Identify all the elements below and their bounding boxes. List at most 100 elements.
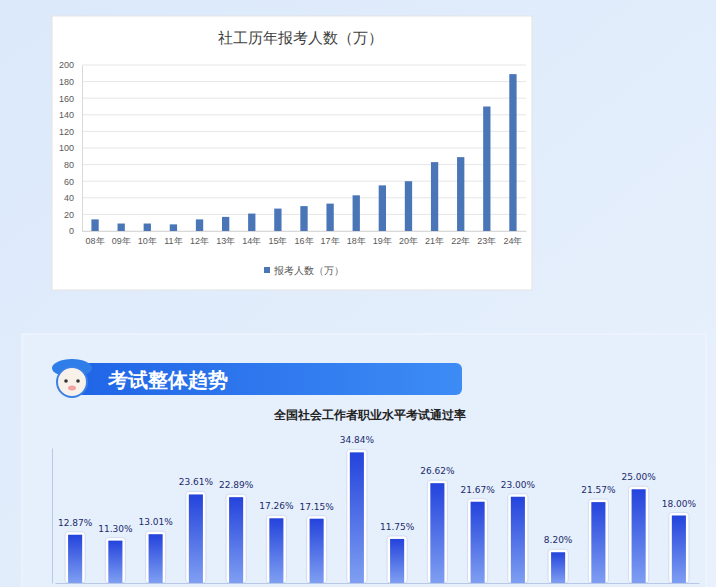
data-label: 18.00%	[662, 499, 697, 509]
bar	[300, 206, 307, 231]
bar	[149, 534, 163, 583]
y-tick: 120	[59, 127, 82, 137]
data-label: 12.87%	[58, 518, 93, 528]
bar	[269, 518, 283, 583]
bar-frame	[307, 516, 327, 583]
y-tick: 200	[59, 60, 82, 70]
y-tick: 100	[59, 143, 82, 153]
y-tick-label: 140	[59, 110, 74, 120]
y-axis-line	[82, 66, 83, 232]
chart-title: 全国社会工作者职业水平考试通过率	[273, 408, 466, 422]
bar	[350, 452, 364, 583]
bar	[144, 224, 151, 231]
chart-card	[52, 16, 532, 290]
x-tick-label: 11年	[164, 236, 182, 246]
y-tick: 160	[59, 94, 82, 104]
bar	[118, 224, 125, 231]
section-heading: 考试整体趋势	[107, 368, 228, 392]
x-tick-label: 16年	[294, 236, 313, 246]
x-tick: 09年	[112, 231, 131, 246]
y-tick: 40	[64, 193, 82, 203]
x-tick-label: 08年	[86, 236, 105, 246]
legend-label: 报考人数（万）	[273, 265, 344, 276]
bar-frame	[347, 449, 367, 583]
bar	[457, 157, 464, 231]
y-axis: 020406080100120140160180200	[59, 60, 83, 236]
bar-frame	[629, 486, 649, 583]
lower-panel	[22, 334, 706, 587]
page: 社工历年报考人数（万）02040608010012014016018020008…	[0, 0, 716, 587]
bar	[551, 552, 565, 583]
data-label: 25.00%	[621, 472, 656, 482]
y-tick-label: 40	[64, 193, 74, 203]
bar-frame	[186, 491, 206, 583]
y-tick: 80	[64, 160, 82, 170]
bar	[591, 502, 605, 583]
x-tick: 17年	[321, 231, 340, 246]
x-tick: 15年	[268, 231, 287, 246]
data-label: 11.75%	[380, 522, 415, 532]
x-tick-label: 20年	[399, 236, 418, 246]
y-axis-line	[52, 449, 53, 584]
bar	[471, 502, 485, 583]
grid	[82, 65, 526, 231]
x-tick-label: 17年	[321, 236, 340, 246]
bar	[326, 204, 333, 231]
mascot	[52, 359, 92, 397]
x-tick-label: 21年	[425, 236, 444, 246]
bar	[509, 74, 516, 231]
x-axis-line	[56, 583, 700, 584]
bar	[189, 494, 203, 583]
bars	[65, 449, 689, 583]
bar	[632, 489, 646, 583]
bars	[91, 74, 516, 231]
data-label: 17.15%	[299, 502, 334, 512]
y-tick-label: 20	[64, 210, 74, 220]
y-tick-label: 80	[64, 160, 74, 170]
bar	[379, 185, 386, 231]
x-tick-label: 18年	[347, 236, 366, 246]
bar	[222, 217, 229, 231]
data-label: 13.01%	[138, 517, 173, 527]
data-label: 34.84%	[340, 435, 375, 445]
grid-line	[82, 81, 526, 82]
data-label: 21.57%	[581, 485, 616, 495]
y-tick: 20	[64, 210, 82, 220]
bar	[274, 209, 281, 231]
legend: 报考人数（万）	[264, 265, 344, 276]
x-tick: 18年	[347, 231, 366, 246]
x-tick-label: 10年	[138, 236, 157, 246]
bar-frame	[146, 531, 166, 583]
x-axis-line	[83, 231, 527, 232]
x-tick-label: 14年	[242, 236, 261, 246]
data-label: 21.67%	[460, 485, 495, 495]
x-tick: 19年	[373, 231, 392, 246]
data-label: 23.00%	[501, 480, 536, 490]
grid-line	[82, 131, 526, 132]
grid-line	[82, 65, 526, 66]
y-tick-label: 160	[59, 94, 74, 104]
chart-1: 社工历年报考人数（万）02040608010012014016018020008…	[59, 29, 527, 276]
bar	[170, 224, 177, 231]
bar	[511, 497, 525, 583]
bar-frame	[427, 480, 447, 583]
x-tick: 10年	[138, 231, 157, 246]
bar	[196, 219, 203, 231]
x-tick: 14年	[242, 231, 261, 246]
banner	[60, 363, 462, 395]
data-label: 22.89%	[219, 480, 254, 490]
chart-title: 社工历年报考人数（万）	[218, 29, 383, 47]
bar-frame	[588, 499, 608, 583]
data-label: 23.61%	[179, 477, 214, 487]
x-tick-label: 22年	[451, 236, 470, 246]
bar	[310, 519, 324, 583]
x-tick: 16年	[294, 231, 313, 246]
x-tick: 23年	[477, 231, 496, 246]
x-tick-label: 19年	[373, 236, 392, 246]
chart-2: 考试整体趋势全国社会工作者职业水平考试通过率12.87%11.30%13.01%…	[52, 359, 700, 584]
bar	[430, 483, 444, 583]
bar	[405, 181, 412, 231]
bar-frame	[226, 494, 246, 583]
y-tick-label: 0	[69, 226, 74, 236]
x-tick: 22年	[451, 231, 470, 246]
